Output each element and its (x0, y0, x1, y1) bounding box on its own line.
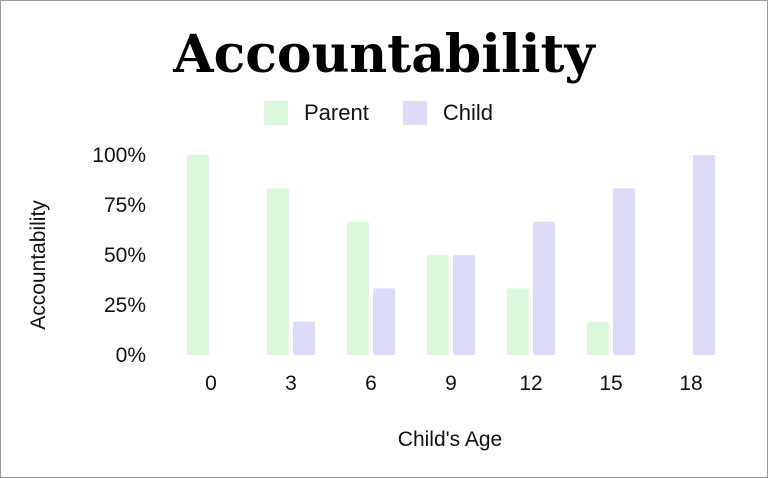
x-tick-label-6: 6 (365, 372, 377, 395)
x-tick-label-9: 9 (445, 372, 457, 395)
x-tick-label-15: 15 (599, 372, 622, 395)
y-tick-label-4: 100% (92, 144, 146, 167)
bars-group (187, 155, 715, 355)
bar-parent-15 (587, 321, 609, 355)
bar-child-6 (373, 288, 395, 355)
bar-child-3 (293, 321, 315, 355)
bar-child-15 (613, 188, 635, 355)
legend-swatch-parent (264, 101, 288, 125)
x-tick-label-18: 18 (679, 372, 702, 395)
bar-parent-9 (427, 255, 449, 355)
y-tick-labels: 0% 25% 50% 75% 100% (92, 144, 146, 367)
y-axis-label: Accountability (27, 200, 50, 330)
chart-legend: Parent Child (264, 100, 527, 126)
legend-swatch-child (402, 101, 427, 125)
x-tick-label-0: 0 (205, 372, 217, 395)
bar-parent-12 (507, 288, 529, 355)
chart-title: Accountability (173, 24, 595, 85)
bar-child-18 (693, 155, 715, 355)
x-tick-label-3: 3 (285, 372, 297, 395)
bar-child-12 (533, 221, 555, 355)
y-tick-label-2: 50% (104, 244, 146, 267)
legend-item-child: Child (402, 100, 493, 126)
y-tick-label-3: 75% (104, 194, 146, 217)
x-tick-label-12: 12 (519, 372, 542, 395)
bar-child-9 (453, 255, 475, 355)
x-axis-label: Child's Age (398, 428, 502, 451)
y-tick-label-0: 0% (116, 344, 146, 367)
x-tick-labels: 0 3 6 9 12 15 18 (205, 372, 703, 395)
legend-label-parent: Parent (304, 100, 369, 125)
legend-item-parent: Parent (264, 100, 369, 126)
bar-parent-6 (347, 221, 369, 355)
y-tick-label-1: 25% (104, 294, 146, 317)
bar-parent-3 (267, 188, 289, 355)
legend-label-child: Child (442, 100, 493, 125)
bar-parent-0 (187, 155, 209, 355)
